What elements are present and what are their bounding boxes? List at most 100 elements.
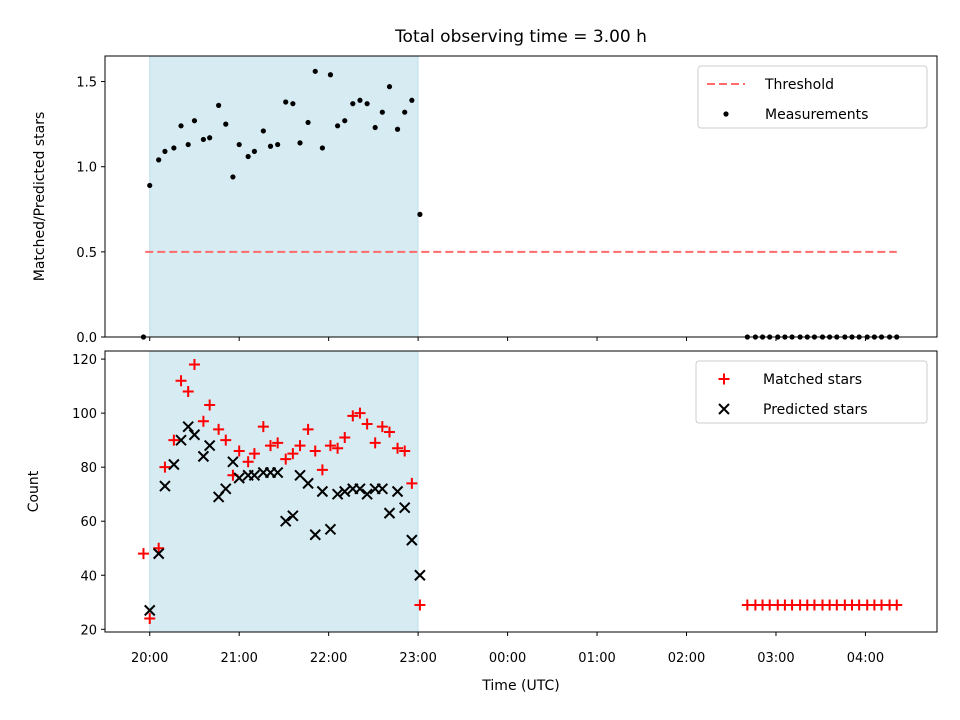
bottom-panel: 20 40 60 80 100 120 20:00 21:00 22:00 23:00 00:00 0…: [26, 350, 938, 666]
axes-frame: [104, 350, 938, 633]
data-point: [361, 488, 373, 500]
data-point: [364, 101, 370, 107]
data-point: [383, 507, 396, 519]
data-point: [376, 421, 388, 433]
x-tick-label: 01:00: [578, 651, 615, 666]
data-point: [248, 448, 260, 460]
data-point: [392, 442, 404, 454]
data-point: [376, 483, 389, 495]
legend-entry-label: Predicted stars: [763, 402, 868, 418]
data-point: [216, 102, 222, 108]
data-point: [324, 523, 337, 536]
data-point: [332, 442, 344, 454]
data-point: [204, 399, 216, 411]
data-point: [316, 464, 328, 476]
data-point: [152, 547, 165, 560]
data-point: [191, 118, 198, 124]
data-point: [357, 97, 363, 103]
data-point: [275, 141, 281, 148]
data-point: [248, 469, 261, 481]
data-point: [188, 429, 201, 441]
data-point: [137, 548, 149, 560]
data-point: [144, 604, 156, 617]
legend-entry-label: Matched stars: [763, 372, 862, 388]
y-tick-label: 120: [72, 353, 97, 368]
data-point: [294, 440, 306, 452]
data-point: [339, 485, 351, 498]
legend-box: [695, 360, 928, 424]
legend-measurements-swatch: [723, 111, 729, 117]
data-point: [309, 445, 321, 457]
data-point: [267, 143, 274, 149]
data-point: [406, 534, 418, 546]
x-tick-label: 23:00: [399, 651, 436, 666]
legend-entry-label: Threshold: [764, 77, 834, 93]
data-point: [331, 488, 344, 500]
x-tick-label: 04:00: [847, 651, 884, 666]
data-point: [197, 415, 209, 427]
data-point: [283, 99, 289, 105]
data-point: [414, 599, 426, 611]
x-tick-label: 03:00: [757, 651, 794, 666]
legend: Matched stars Predicted stars: [695, 360, 928, 424]
data-point: [309, 529, 321, 541]
data-point: [339, 431, 351, 443]
y-tick-label: 60: [80, 515, 97, 530]
data-point: [265, 440, 277, 452]
data-point: [361, 418, 373, 430]
data-point: [178, 123, 184, 129]
data-point: [144, 612, 156, 624]
data-point: [280, 453, 292, 465]
data-point: [197, 450, 210, 463]
data-point: [399, 445, 411, 457]
data-point: [233, 472, 245, 484]
data-point: [391, 485, 404, 498]
x-tick-label: 20:00: [131, 651, 168, 666]
data-point: [324, 440, 336, 452]
data-point: [402, 109, 408, 115]
data-point: [227, 456, 239, 468]
data-point: [230, 174, 236, 180]
data-point: [220, 434, 232, 446]
y-axis-label: Count: [26, 470, 42, 512]
data-point: [386, 84, 393, 90]
y-tick-label: 100: [72, 407, 97, 422]
data-point: [312, 68, 318, 74]
legend-box: [697, 65, 928, 129]
data-point: [383, 426, 395, 438]
legend: Threshold Measurements: [697, 65, 928, 129]
data-point: [398, 502, 411, 514]
data-point: [207, 135, 213, 141]
x-axis-label: Time (UTC): [481, 678, 559, 694]
x-tick-label: 21:00: [220, 651, 257, 666]
legend-matched-swatch: [718, 373, 730, 385]
y-axis-label: Matched/Predicted stars: [32, 112, 48, 282]
data-point: [168, 434, 180, 446]
data-point: [297, 140, 303, 146]
data-point: [417, 211, 423, 217]
data-point: [175, 375, 187, 387]
data-point: [287, 448, 299, 460]
data-point: [406, 477, 418, 489]
data-point: [188, 359, 200, 371]
data-point: [153, 542, 165, 554]
data-point: [319, 145, 325, 151]
series-predicted-stars: [144, 420, 426, 617]
data-point: [347, 410, 359, 422]
data-point: [394, 126, 401, 132]
chart-title: Total observing time = 3.00 h: [394, 27, 647, 47]
y-tick-label: 20: [80, 623, 97, 638]
axes-frame: [104, 55, 938, 338]
data-point: [305, 119, 311, 126]
data-point: [159, 461, 171, 473]
data-point: [200, 136, 207, 143]
top-panel: 0.0 0.5 1.0 1.5 Matched/Predicted stars Thres…: [32, 55, 938, 346]
data-point: [213, 423, 225, 435]
data-point: [369, 437, 381, 449]
x-tick-label: 22:00: [310, 651, 347, 666]
data-point: [257, 421, 269, 433]
data-point: [302, 423, 314, 435]
data-point: [162, 148, 168, 154]
data-point: [251, 148, 258, 154]
data-point: [271, 466, 284, 479]
